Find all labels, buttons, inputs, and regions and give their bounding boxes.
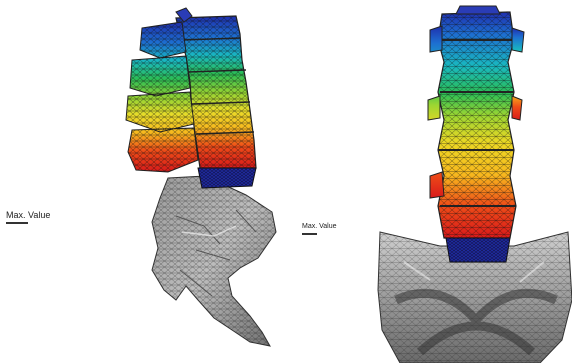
colorbar	[302, 233, 317, 235]
pelvis-mesh-anterior	[377, 231, 572, 363]
sacral-endplate-lateral	[197, 167, 257, 189]
color-legend-right: Max. Value	[302, 223, 337, 235]
lumbar-vertebrae-lateral	[125, 7, 257, 173]
color-legend-left: Max. Value	[6, 210, 50, 224]
sacral-endplate-anterior	[445, 237, 511, 263]
legend-title: Max. Value	[302, 223, 337, 230]
colorbar	[6, 222, 28, 224]
anterior-spine-mesh	[377, 5, 572, 363]
pelvis-mesh	[151, 175, 277, 347]
lateral-spine-view	[125, 7, 277, 347]
anterior-spine-view	[300, 0, 572, 363]
lateral-spine-mesh	[125, 7, 277, 347]
lumbar-vertebrae-anterior	[427, 5, 525, 239]
legend-title: Max. Value	[6, 210, 51, 220]
